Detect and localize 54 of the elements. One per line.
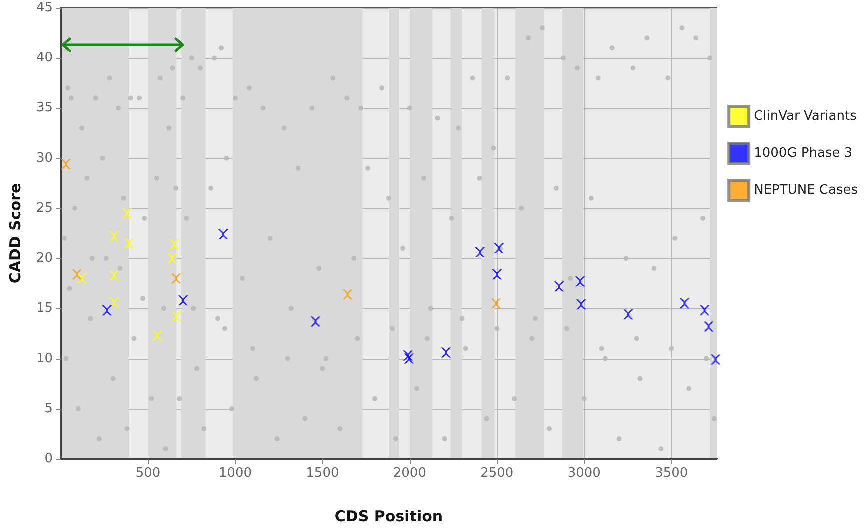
point	[109, 270, 120, 281]
point	[492, 270, 502, 280]
y-tick-label: 0	[44, 452, 53, 466]
point	[102, 306, 112, 316]
point	[704, 322, 714, 332]
x-tick-label: 500	[136, 466, 161, 481]
x-tick-label: 3000	[568, 466, 601, 481]
y-tick-label: 35	[36, 100, 53, 116]
point	[404, 354, 414, 364]
point	[178, 296, 188, 306]
x-tick-label: 1000	[218, 466, 252, 481]
y-tick-label: 45	[36, 0, 53, 16]
point	[342, 290, 353, 300]
y-tick-label: 20	[36, 251, 53, 266]
point	[72, 270, 82, 280]
legend-label: NEPTUNE Cases	[754, 183, 858, 198]
point	[171, 312, 182, 322]
point	[171, 274, 182, 284]
point	[475, 248, 486, 258]
legend-label: 1000G Phase 3	[754, 146, 853, 161]
y-tick-label: 25	[36, 200, 53, 216]
x-tick-label: 2000	[393, 466, 426, 481]
point	[576, 300, 586, 310]
point	[624, 310, 634, 320]
x-tick-label: 2500	[480, 466, 514, 481]
point	[152, 330, 162, 341]
y-tick-label: 5	[44, 401, 53, 416]
x-tick-label: 1500	[306, 466, 340, 481]
point	[310, 316, 321, 327]
point	[680, 298, 690, 309]
y-tick-label: 40	[36, 50, 53, 66]
legend-label: ClinVar Variants	[754, 109, 858, 124]
y-tick-label: 15	[36, 301, 53, 316]
point	[124, 238, 134, 249]
point	[76, 274, 87, 284]
point	[61, 159, 72, 170]
point	[109, 232, 120, 242]
point	[167, 254, 178, 264]
point	[700, 306, 710, 316]
point	[575, 276, 586, 287]
point	[494, 244, 504, 254]
point	[554, 282, 564, 292]
point	[441, 348, 452, 358]
y-tick-label: 10	[36, 351, 53, 366]
point	[710, 354, 721, 365]
point	[491, 298, 502, 309]
y-axis-title: CADD Score	[6, 183, 24, 284]
x-axis-title: CDS Position	[334, 508, 444, 526]
x-tick-label: 3500	[655, 466, 688, 481]
point	[122, 208, 132, 218]
point	[109, 298, 120, 308]
y-tick-label: 30	[36, 150, 53, 166]
point	[218, 230, 228, 240]
point	[169, 240, 180, 250]
